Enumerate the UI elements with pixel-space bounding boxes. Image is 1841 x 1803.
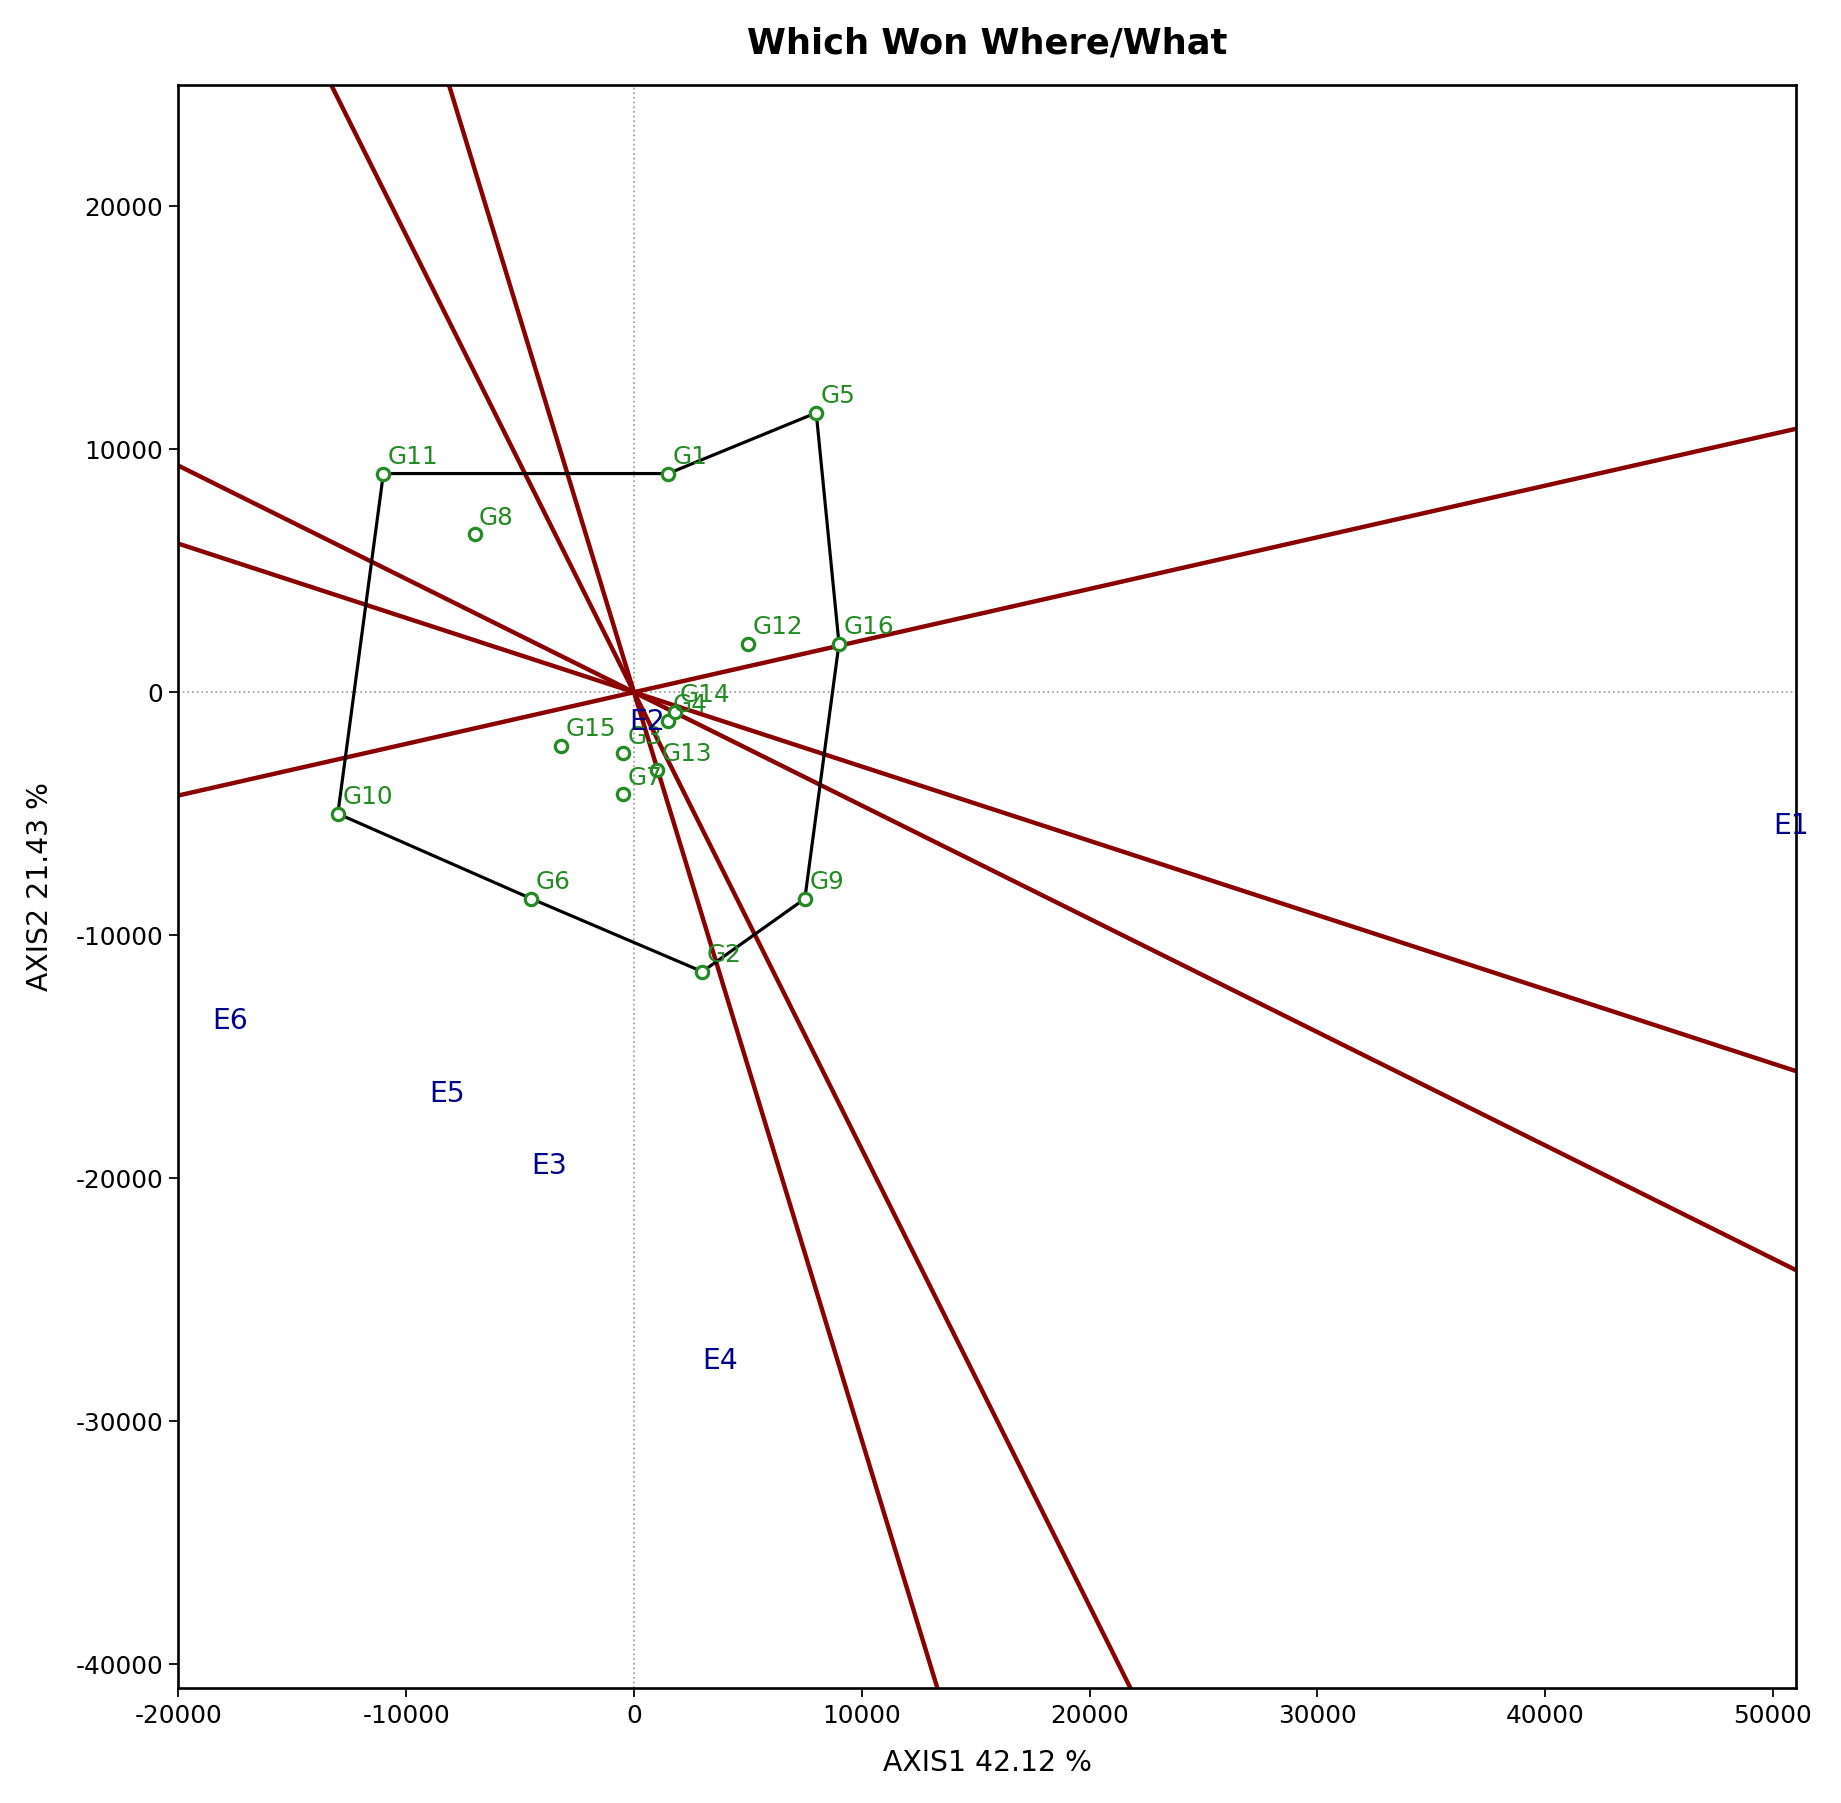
Text: G3: G3 — [628, 725, 661, 748]
Text: E5: E5 — [429, 1080, 464, 1107]
Text: G10: G10 — [342, 784, 392, 810]
Text: E2: E2 — [630, 707, 665, 736]
Text: G16: G16 — [843, 615, 895, 638]
Text: G11: G11 — [388, 445, 438, 469]
Text: G1: G1 — [672, 445, 707, 469]
Text: G6: G6 — [536, 871, 571, 894]
Text: G12: G12 — [753, 615, 803, 638]
Text: G13: G13 — [661, 741, 712, 764]
Text: G15: G15 — [565, 718, 617, 741]
Text: G7: G7 — [628, 766, 661, 790]
Text: G8: G8 — [479, 505, 514, 530]
Title: Which Won Where/What: Which Won Where/What — [747, 27, 1226, 61]
Text: G4: G4 — [672, 692, 707, 718]
Y-axis label: AXIS2 21.43 %: AXIS2 21.43 % — [26, 783, 55, 992]
Text: E1: E1 — [1773, 811, 1808, 840]
Text: E6: E6 — [212, 1006, 249, 1035]
Text: G9: G9 — [810, 871, 843, 894]
Text: E4: E4 — [701, 1347, 738, 1374]
Text: E3: E3 — [532, 1152, 567, 1181]
X-axis label: AXIS1 42.12 %: AXIS1 42.12 % — [882, 1749, 1092, 1776]
Text: G2: G2 — [707, 943, 742, 966]
Text: G5: G5 — [821, 384, 856, 407]
Text: G14: G14 — [679, 683, 731, 707]
